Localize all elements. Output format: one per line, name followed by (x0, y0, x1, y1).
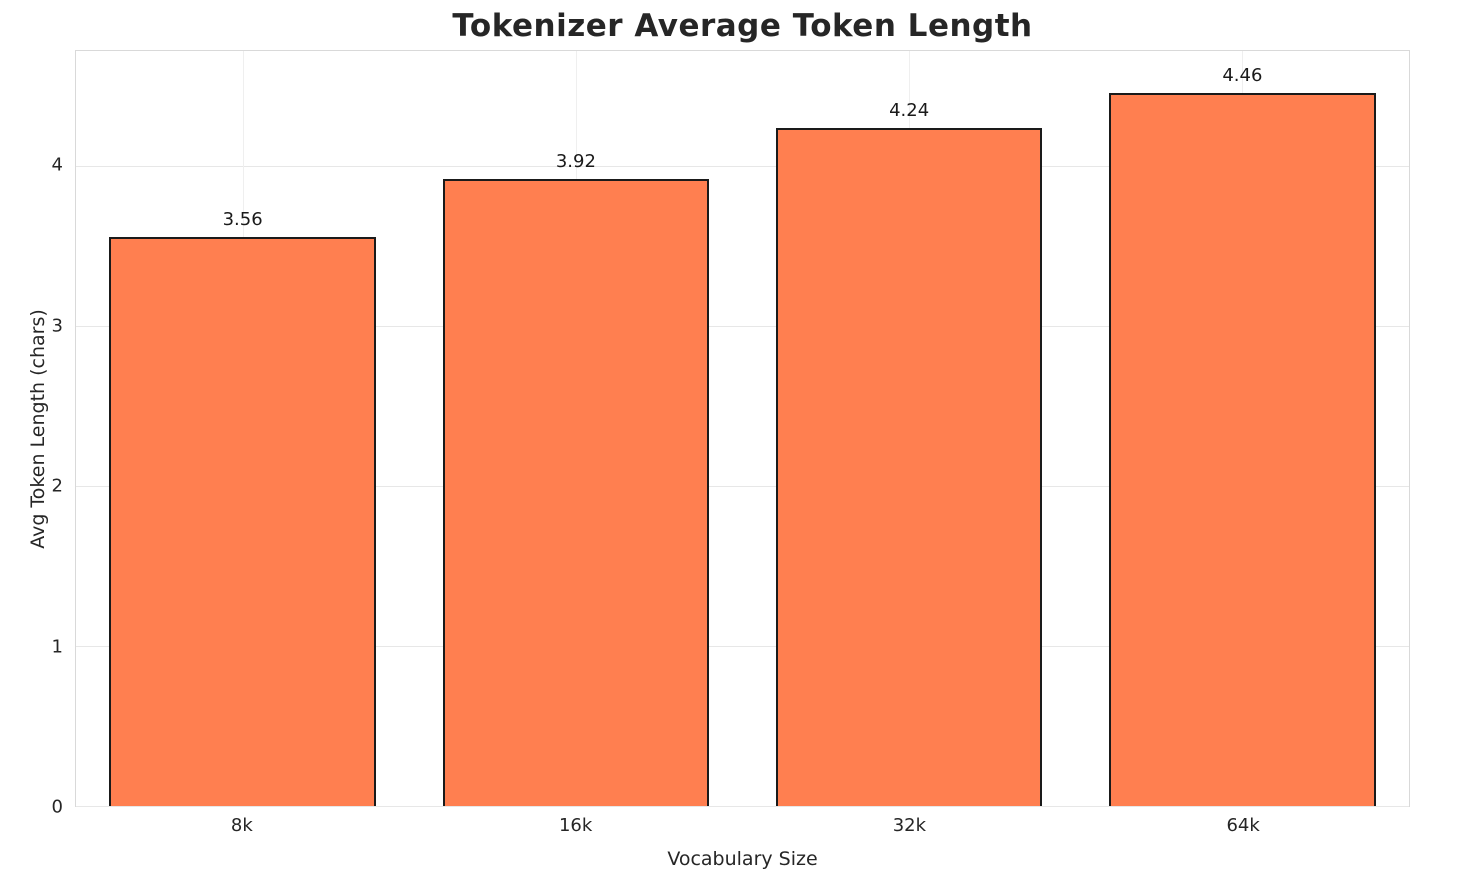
x-tick-label-16k: 16k (558, 815, 593, 836)
bar-value-label-16k: 3.92 (555, 150, 596, 172)
y-axis-ticks: 0 1 2 3 4 (0, 50, 63, 818)
gridline-y-0 (76, 806, 1409, 807)
bar-slot-32k: 4.24 (743, 51, 1076, 806)
x-tick-label-64k: 64k (1226, 815, 1260, 836)
bar-value-label-32k: 4.24 (889, 99, 930, 121)
bar-value-label-8k: 3.56 (222, 208, 263, 230)
bar-16k (442, 178, 710, 806)
y-tick-label-1: 1 (51, 636, 63, 658)
bar-value-label-64k: 4.46 (1222, 64, 1263, 86)
x-axis-label: Vocabulary Size (667, 848, 818, 870)
gridline-y-2 (76, 486, 1409, 488)
y-tick-label-2: 2 (51, 475, 63, 497)
x-tick-label-8k: 8k (230, 815, 253, 836)
bar-32k (775, 127, 1043, 806)
bar-8k (109, 236, 376, 806)
y-tick-label-0: 0 (51, 796, 63, 818)
gridline-y-4 (76, 166, 1409, 168)
gridline-y-3 (76, 326, 1409, 328)
bar-64k (1109, 92, 1376, 806)
bar-slot-8k: 3.56 (76, 51, 409, 806)
x-axis-ticks: 8k 16k 32k 64k (75, 815, 1410, 841)
bar-slot-16k: 3.92 (409, 51, 742, 806)
x-tick-label-32k: 32k (892, 815, 927, 836)
bar-slot-64k: 4.46 (1076, 51, 1409, 806)
y-tick-label-3: 3 (51, 315, 63, 337)
chart-title: Tokenizer Average Token Length (452, 8, 1033, 44)
y-tick-label-4: 4 (51, 154, 63, 176)
plot-area: 3.56 3.92 4.24 4.46 (75, 50, 1410, 807)
gridline-y-1 (76, 646, 1409, 648)
